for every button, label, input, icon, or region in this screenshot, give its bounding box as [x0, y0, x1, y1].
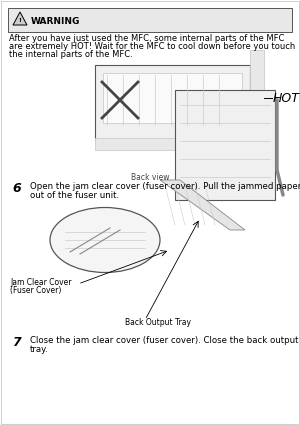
Text: (Fuser Cover): (Fuser Cover) [10, 286, 61, 295]
Text: Close the jam clear cover (fuser cover). Close the back output: Close the jam clear cover (fuser cover).… [30, 336, 298, 345]
Text: Jam Clear Cover: Jam Clear Cover [10, 278, 71, 287]
FancyBboxPatch shape [103, 73, 242, 123]
FancyBboxPatch shape [95, 65, 250, 140]
Text: tray.: tray. [30, 345, 49, 354]
Polygon shape [160, 180, 245, 230]
Text: Back view: Back view [131, 173, 169, 182]
Text: the internal parts of the MFC.: the internal parts of the MFC. [9, 50, 133, 59]
Text: Open the jam clear cover (fuser cover). Pull the jammed paper: Open the jam clear cover (fuser cover). … [30, 182, 300, 191]
Text: HOT!: HOT! [273, 91, 300, 105]
FancyBboxPatch shape [8, 8, 292, 32]
Text: 7: 7 [12, 336, 21, 349]
Text: 6: 6 [12, 182, 21, 195]
Text: !: ! [19, 17, 21, 23]
Ellipse shape [50, 207, 160, 272]
Text: are extremely HOT! Wait for the MFC to cool down before you touch: are extremely HOT! Wait for the MFC to c… [9, 42, 295, 51]
FancyBboxPatch shape [250, 50, 264, 90]
Text: out of the fuser unit.: out of the fuser unit. [30, 191, 119, 200]
Polygon shape [13, 12, 27, 25]
Text: Back Output Tray: Back Output Tray [125, 318, 191, 327]
FancyBboxPatch shape [175, 90, 275, 200]
Text: After you have just used the MFC, some internal parts of the MFC: After you have just used the MFC, some i… [9, 34, 284, 43]
FancyBboxPatch shape [95, 138, 250, 150]
Text: WARNING: WARNING [31, 17, 80, 26]
